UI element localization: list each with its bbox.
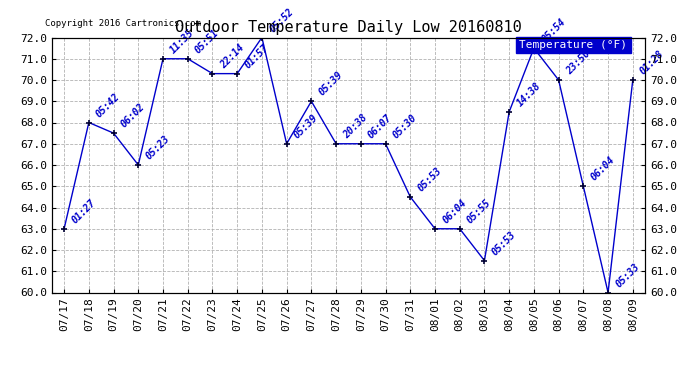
- Text: 05:23: 05:23: [144, 134, 172, 162]
- Text: 05:52: 05:52: [268, 6, 295, 34]
- Title: Outdoor Temperature Daily Low 20160810: Outdoor Temperature Daily Low 20160810: [175, 20, 522, 35]
- Text: 01:28: 01:28: [638, 49, 666, 76]
- Text: 05:51: 05:51: [193, 27, 221, 55]
- Text: 05:42: 05:42: [95, 91, 122, 119]
- Text: 05:53: 05:53: [490, 229, 518, 257]
- Text: 05:54: 05:54: [540, 17, 567, 45]
- Text: 05:39: 05:39: [292, 112, 320, 140]
- Text: 01:57: 01:57: [243, 42, 270, 70]
- Text: 06:07: 06:07: [366, 112, 394, 140]
- Text: 05:39: 05:39: [317, 70, 345, 98]
- Text: 06:02: 06:02: [119, 102, 147, 130]
- Text: Temperature (°F): Temperature (°F): [520, 40, 627, 50]
- Text: 14:38: 14:38: [515, 81, 542, 108]
- Text: 05:30: 05:30: [391, 112, 419, 140]
- Text: Copyright 2016 Cartronics.com: Copyright 2016 Cartronics.com: [45, 19, 201, 28]
- Text: 05:55: 05:55: [465, 197, 493, 225]
- Text: 23:50: 23:50: [564, 49, 592, 76]
- Text: 05:53: 05:53: [416, 165, 444, 194]
- Text: 20:38: 20:38: [342, 112, 369, 140]
- Text: 06:04: 06:04: [589, 155, 617, 183]
- Text: 01:27: 01:27: [70, 197, 97, 225]
- Text: 06:04: 06:04: [440, 197, 469, 225]
- Text: 11:35: 11:35: [168, 27, 197, 55]
- Text: 05:33: 05:33: [613, 261, 642, 289]
- Text: 22:14: 22:14: [218, 42, 246, 70]
